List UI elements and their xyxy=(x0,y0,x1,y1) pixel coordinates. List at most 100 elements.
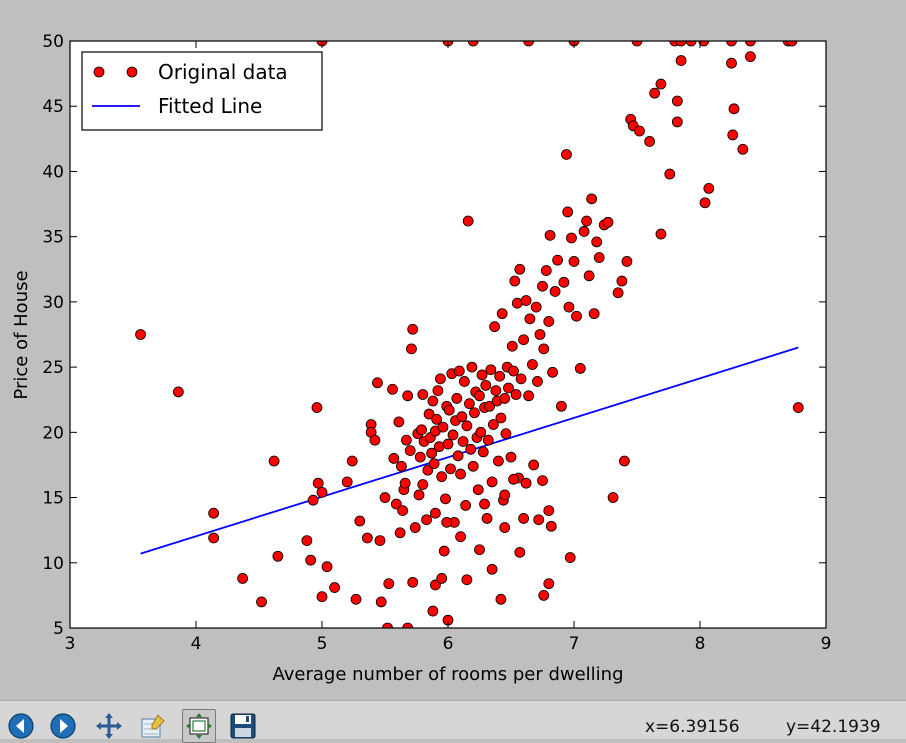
configure-subplots-button[interactable] xyxy=(182,709,216,743)
data-point xyxy=(401,434,412,446)
data-point xyxy=(421,514,432,526)
pan-move-icon xyxy=(96,713,122,739)
data-point xyxy=(538,589,550,601)
data-point xyxy=(499,522,511,533)
data-point xyxy=(383,578,395,590)
data-point xyxy=(455,468,467,480)
data-point xyxy=(466,361,478,373)
data-point xyxy=(465,443,477,455)
data-point xyxy=(534,329,546,340)
data-point xyxy=(479,498,490,510)
data-point xyxy=(537,475,548,486)
data-point xyxy=(432,385,444,396)
data-point xyxy=(675,41,687,47)
legend-label-original-data: Original data xyxy=(158,60,288,84)
data-point xyxy=(469,407,480,419)
data-point xyxy=(472,484,484,496)
data-point xyxy=(382,622,393,628)
data-point xyxy=(484,400,495,412)
data-point xyxy=(416,424,427,436)
data-point xyxy=(406,343,417,355)
data-point xyxy=(634,125,645,137)
y-tick-label: 15 xyxy=(42,489,64,509)
data-point xyxy=(341,476,353,488)
data-point xyxy=(616,275,628,287)
data-point xyxy=(474,544,485,556)
save-disk-icon xyxy=(230,713,256,739)
back-button[interactable] xyxy=(4,709,38,743)
data-point xyxy=(655,78,667,90)
data-point xyxy=(586,193,598,205)
data-point xyxy=(685,41,697,47)
data-point xyxy=(726,41,737,47)
data-point xyxy=(461,574,473,586)
data-point xyxy=(530,301,542,313)
data-point xyxy=(268,455,280,467)
data-point xyxy=(369,434,381,446)
data-point xyxy=(583,270,595,282)
forward-button[interactable] xyxy=(46,709,80,743)
data-point xyxy=(272,550,284,562)
data-point xyxy=(552,254,564,266)
x-tick-label: 6 xyxy=(443,634,454,654)
data-point xyxy=(563,301,575,313)
y-tick-label: 30 xyxy=(42,293,64,313)
data-point xyxy=(442,438,454,450)
data-point xyxy=(477,446,489,458)
data-point xyxy=(508,473,519,485)
data-point xyxy=(518,513,529,524)
pan-button[interactable] xyxy=(92,709,126,743)
cursor-x-readout: x=6.39156 xyxy=(645,717,740,737)
data-point xyxy=(728,103,740,115)
zoom-button[interactable] xyxy=(136,709,170,743)
data-point xyxy=(523,390,535,402)
data-point xyxy=(417,389,429,400)
data-point xyxy=(503,382,514,394)
y-tick-label: 10 xyxy=(42,554,64,574)
data-point xyxy=(456,411,468,423)
data-point xyxy=(457,436,469,447)
x-tick-label: 4 xyxy=(191,634,202,654)
x-tick-label: 7 xyxy=(569,634,580,654)
save-button[interactable] xyxy=(226,709,260,743)
data-point xyxy=(321,561,333,573)
data-point xyxy=(467,460,479,472)
data-point xyxy=(492,455,504,467)
data-point xyxy=(135,329,146,340)
data-point xyxy=(699,197,711,209)
data-point xyxy=(436,573,448,584)
plot-area[interactable] xyxy=(70,41,826,628)
x-tick-label: 8 xyxy=(695,634,706,654)
data-point xyxy=(461,420,473,432)
y-tick-label: 20 xyxy=(42,423,64,443)
data-point xyxy=(402,622,414,628)
data-point xyxy=(476,369,488,381)
data-point xyxy=(467,41,479,47)
data-point xyxy=(451,393,463,404)
data-point xyxy=(438,545,450,557)
data-point xyxy=(786,41,798,47)
data-point xyxy=(581,215,592,227)
legend-marker-original-data-2 xyxy=(126,66,138,78)
data-point xyxy=(427,605,439,617)
data-point xyxy=(409,522,421,533)
data-point xyxy=(399,477,411,489)
data-point xyxy=(671,95,683,107)
y-tick-label: 50 xyxy=(42,32,64,52)
back-arrow-icon xyxy=(8,713,34,739)
data-point xyxy=(558,276,570,288)
data-point xyxy=(346,455,358,467)
data-point xyxy=(505,451,517,463)
data-point xyxy=(414,451,426,463)
data-point xyxy=(486,563,498,575)
axis-ticks xyxy=(69,40,827,629)
data-point xyxy=(427,395,439,407)
data-point xyxy=(485,364,497,376)
data-point xyxy=(453,365,465,377)
data-point xyxy=(354,515,366,527)
data-point xyxy=(533,514,545,526)
y-tick-label: 35 xyxy=(42,228,64,248)
configure-subplots-icon xyxy=(186,713,212,739)
data-point xyxy=(436,471,448,483)
data-point xyxy=(591,236,603,248)
